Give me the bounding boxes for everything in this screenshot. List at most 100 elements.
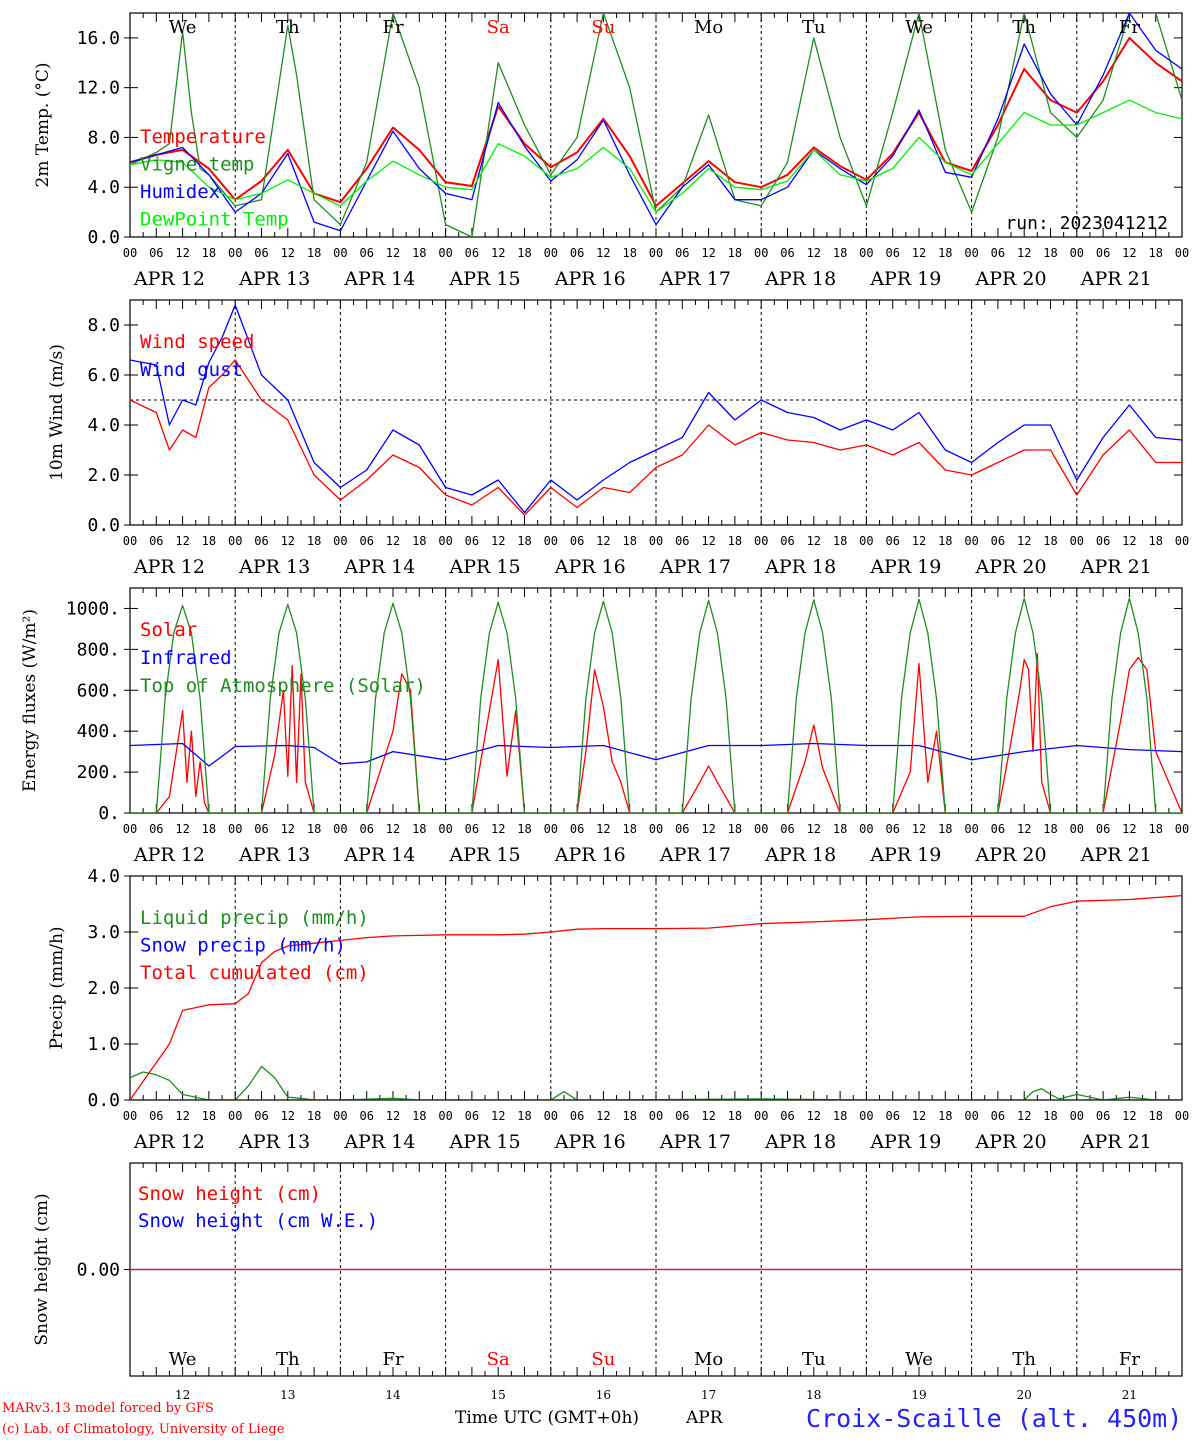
hour-tick-label: 00 [228, 822, 242, 836]
hour-tick-label: 12 [491, 1109, 505, 1123]
hour-tick-label: 18 [202, 534, 216, 548]
hour-tick-label: 18 [412, 822, 426, 836]
hour-tick-label: 06 [465, 1109, 479, 1123]
hour-tick-label: 06 [254, 246, 268, 260]
day-letter: Mo [694, 1349, 723, 1370]
day-letter: Th [1012, 17, 1036, 38]
hour-tick-label: 12 [596, 1109, 610, 1123]
series-line-infrared [130, 742, 1182, 767]
day-number: 21 [1122, 1388, 1137, 1402]
hour-tick-label: 00 [1175, 822, 1189, 836]
day-letter: Tu [802, 17, 826, 38]
hour-tick-label: 12 [1017, 246, 1031, 260]
date-label: APR 13 [238, 844, 310, 866]
date-label: APR 21 [1080, 844, 1152, 866]
run-annotation: run: 2023041212 [1005, 213, 1168, 234]
hour-tick-label: 00 [438, 1109, 452, 1123]
hour-tick-label: 12 [1122, 534, 1136, 548]
date-label: APR 21 [1080, 268, 1152, 290]
hour-tick-label: 18 [938, 822, 952, 836]
hour-tick-label: 18 [307, 1109, 321, 1123]
y-tick-label: 4.0 [87, 177, 120, 198]
hour-tick-label: 00 [1070, 534, 1084, 548]
hour-tick-label: 12 [175, 246, 189, 260]
plot-frame [129, 299, 1183, 526]
hour-tick-label: 00 [754, 246, 768, 260]
date-label: APR 18 [764, 844, 836, 866]
legend-entry: Snow height (cm) [138, 1183, 321, 1205]
hour-tick-label: 18 [1043, 822, 1057, 836]
hour-tick-label: 06 [465, 246, 479, 260]
hour-tick-label: 06 [254, 534, 268, 548]
hour-tick-label: 06 [780, 1109, 794, 1123]
hour-tick-label: 12 [386, 534, 400, 548]
y-tick-label: 4.0 [87, 866, 120, 887]
hour-tick-label: 00 [859, 534, 873, 548]
y-tick-label: 400. [77, 721, 120, 742]
legend-entry: Solar [140, 619, 197, 641]
hour-tick-label: 18 [307, 246, 321, 260]
hour-tick-label: 12 [1122, 822, 1136, 836]
hour-tick-label: 12 [386, 822, 400, 836]
hour-tick-label: 06 [1096, 1109, 1110, 1123]
date-label: APR 20 [975, 268, 1047, 290]
date-label: APR 19 [869, 556, 941, 578]
legend-entry: DewPoint Temp [140, 209, 289, 231]
day-number: 13 [280, 1388, 295, 1402]
hour-tick-label: 06 [885, 534, 899, 548]
hour-tick-label: 00 [1070, 1109, 1084, 1123]
hour-tick-label: 00 [438, 534, 452, 548]
hour-tick-label: 12 [1017, 1109, 1031, 1123]
hour-tick-label: 00 [1175, 246, 1189, 260]
date-label: APR 16 [554, 844, 626, 866]
y-tick-label: 3.0 [87, 922, 120, 943]
hour-tick-label: 06 [149, 246, 163, 260]
hour-tick-label: 00 [544, 534, 558, 548]
hour-tick-label: 12 [1017, 822, 1031, 836]
hour-tick-label: 12 [491, 246, 505, 260]
hour-tick-label: 00 [123, 822, 137, 836]
legend-entry: Liquid precip (mm/h) [140, 907, 369, 929]
date-label: APR 15 [449, 844, 521, 866]
day-letter: Fr [1119, 17, 1140, 38]
day-letter: Fr [382, 17, 403, 38]
hour-tick-label: 18 [202, 246, 216, 260]
hour-tick-label: 00 [438, 246, 452, 260]
date-label: APR 13 [238, 268, 310, 290]
day-number: 20 [1017, 1388, 1032, 1402]
hour-tick-label: 18 [938, 534, 952, 548]
panel-5: 0.00 Snow height (cm) Snow height (cm) Snow… [32, 1162, 1183, 1402]
hour-tick-label: 12 [701, 534, 715, 548]
hour-tick-label: 12 [807, 534, 821, 548]
plot-frame [129, 587, 1183, 814]
date-label: APR 19 [869, 844, 941, 866]
hour-tick-label: 12 [175, 1109, 189, 1123]
hour-tick-label: 00 [544, 1109, 558, 1123]
hour-tick-label: 18 [307, 822, 321, 836]
y-tick-label: 2.0 [87, 465, 120, 486]
date-label: APR 16 [554, 268, 626, 290]
day-letter: Mo [694, 17, 723, 38]
hour-tick-label: 12 [281, 246, 295, 260]
hour-tick-label: 18 [1148, 246, 1162, 260]
hour-tick-label: 12 [807, 822, 821, 836]
hour-tick-label: 18 [1148, 534, 1162, 548]
legend-entry: Temperature [140, 126, 266, 148]
hour-tick-label: 00 [649, 534, 663, 548]
y-axis-label: Snow height (cm) [32, 1193, 52, 1345]
hour-tick-label: 18 [938, 1109, 952, 1123]
y-tick-label: 1000. [66, 598, 120, 619]
hour-tick-label: 12 [596, 822, 610, 836]
date-label: APR 17 [659, 556, 731, 578]
hour-tick-label: 06 [675, 1109, 689, 1123]
hour-tick-label: 00 [228, 246, 242, 260]
hour-tick-label: 18 [412, 1109, 426, 1123]
panel-3: 0. 200. 400. 600. 800. 1000. Energy fluxes (W/… [20, 587, 1189, 866]
hour-tick-label: 00 [123, 534, 137, 548]
hour-tick-label: 06 [675, 822, 689, 836]
hour-tick-label: 00 [438, 822, 452, 836]
y-tick-label: 4.0 [87, 415, 120, 436]
hour-tick-label: 00 [333, 822, 347, 836]
hour-tick-label: 00 [544, 246, 558, 260]
hour-tick-label: 18 [622, 1109, 636, 1123]
